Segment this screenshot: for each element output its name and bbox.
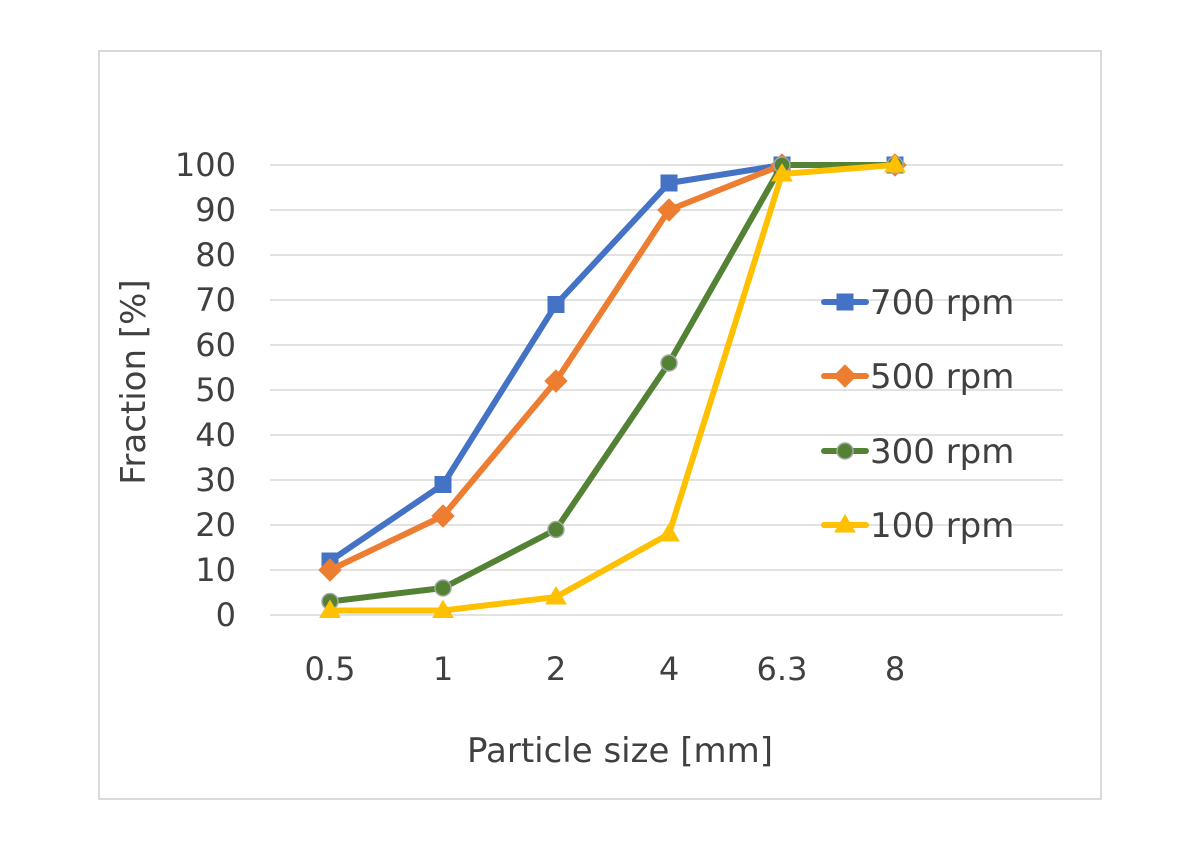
y-tick-label: 20 bbox=[195, 506, 236, 544]
y-tick-label: 0 bbox=[216, 596, 236, 634]
data-point-triangle bbox=[432, 599, 454, 618]
x-tick-label: 4 bbox=[659, 650, 679, 688]
legend-marker-diamond bbox=[833, 364, 857, 388]
legend: 700 rpm 500 rpm 300 rpm 100 rpm bbox=[821, 283, 1014, 546]
data-point-triangle bbox=[319, 599, 341, 618]
legend-item: 700 rpm bbox=[821, 283, 1014, 323]
series-300-rpm bbox=[321, 156, 904, 611]
y-tick-label: 60 bbox=[195, 326, 236, 364]
series-line bbox=[327, 162, 898, 605]
data-point-diamond bbox=[431, 504, 455, 528]
x-axis-title: Particle size [mm] bbox=[467, 731, 773, 771]
data-point-diamond bbox=[544, 369, 568, 393]
data-point-square bbox=[434, 476, 452, 493]
legend-label: 500 rpm bbox=[870, 357, 1014, 397]
legend-label: 300 rpm bbox=[870, 432, 1014, 472]
data-point-circle bbox=[547, 520, 565, 539]
series-line bbox=[327, 162, 898, 573]
data-point-diamond bbox=[318, 558, 342, 582]
series-500-rpm bbox=[318, 153, 907, 582]
y-tick-label: 30 bbox=[195, 461, 236, 499]
x-axis-ticks: 0.5 1 2 4 6.3 8 bbox=[305, 650, 906, 688]
series-100-rpm bbox=[319, 154, 906, 618]
data-point-diamond bbox=[657, 198, 681, 222]
y-axis-title: Fraction [%] bbox=[114, 279, 154, 484]
series-line bbox=[327, 162, 898, 564]
data-point-triangle bbox=[658, 523, 680, 542]
legend-marker-circle bbox=[836, 442, 854, 460]
y-tick-label: 50 bbox=[195, 371, 236, 409]
legend-marker-triangle bbox=[834, 514, 856, 533]
x-tick-label: 1 bbox=[433, 650, 453, 688]
legend-label: 100 rpm bbox=[870, 506, 1014, 546]
x-tick-label: 2 bbox=[546, 650, 566, 688]
x-tick-label: 6.3 bbox=[757, 650, 808, 688]
legend-item: 300 rpm bbox=[821, 432, 1014, 472]
y-tick-label: 70 bbox=[195, 281, 236, 319]
data-point-circle bbox=[660, 354, 678, 372]
y-tick-label: 80 bbox=[195, 236, 236, 274]
legend-label: 700 rpm bbox=[870, 283, 1014, 323]
y-axis-ticks: 0 10 20 30 40 50 60 70 80 90 100 bbox=[175, 146, 236, 634]
data-point-square bbox=[547, 296, 565, 313]
y-tick-label: 40 bbox=[195, 416, 236, 454]
data-point-circle bbox=[434, 579, 452, 597]
legend-marker-square bbox=[836, 293, 854, 311]
data-point-triangle bbox=[771, 163, 793, 182]
y-tick-label: 10 bbox=[195, 551, 236, 589]
data-point-triangle bbox=[545, 586, 567, 605]
data-point-triangle bbox=[884, 154, 906, 173]
series-group bbox=[318, 153, 907, 618]
series-line bbox=[327, 162, 898, 614]
y-tick-label: 100 bbox=[175, 146, 236, 184]
x-tick-label: 8 bbox=[885, 650, 905, 688]
legend-item: 100 rpm bbox=[821, 506, 1014, 546]
series-700-rpm bbox=[321, 156, 904, 570]
legend-item: 500 rpm bbox=[821, 357, 1014, 397]
chart-frame bbox=[98, 50, 1102, 800]
x-tick-label: 0.5 bbox=[305, 650, 356, 688]
data-point-square bbox=[660, 174, 678, 192]
y-tick-label: 90 bbox=[195, 191, 236, 229]
